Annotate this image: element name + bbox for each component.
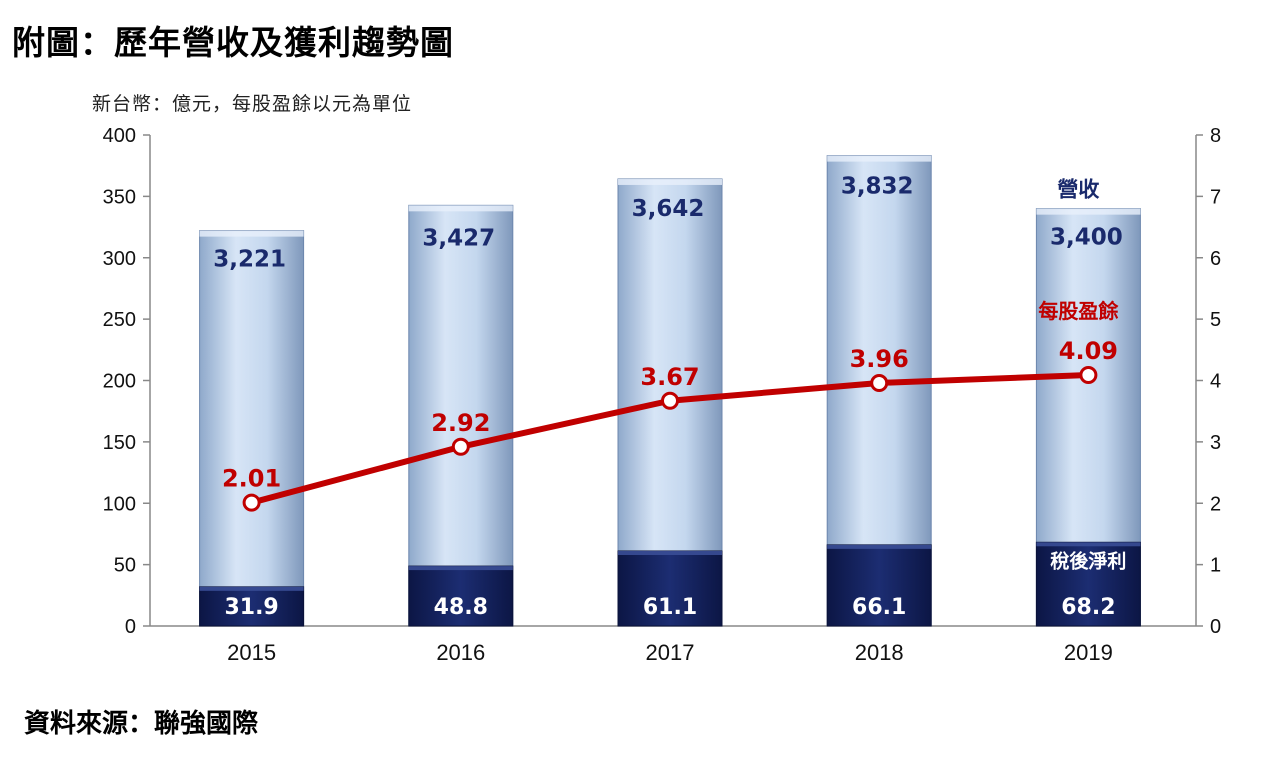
net-income-value-label: 31.9: [224, 595, 278, 620]
eps-point: [242, 493, 261, 512]
revenue-bar-highlight: [1036, 208, 1141, 215]
y-left-tick-label: 150: [103, 432, 136, 454]
revenue-bar-highlight: [618, 178, 722, 185]
eps-value-label: 2.92: [431, 409, 490, 437]
y-left-tick-label: 100: [103, 493, 136, 515]
chart: 0 50 100 150 200 250 300 350 400 0 1 2 3 4 5 6 7 8 2015 201…: [103, 125, 1222, 665]
net-income-bar: [826, 544, 932, 627]
y-right-tick-label: 3: [1210, 432, 1221, 454]
net-income-bar-highlight: [618, 550, 722, 555]
net-income-bar: [199, 586, 305, 627]
chart-title: 附圖：歷年營收及獲利趨勢圖: [12, 23, 454, 62]
revenue-bar-highlight: [199, 230, 304, 237]
unit-note: 新台幣：億元，每股盈餘以元為單位: [92, 93, 413, 115]
y-left-tick-label: 200: [103, 371, 136, 393]
eps-value-label: 4.09: [1059, 337, 1118, 365]
y-left-tick-label: 0: [125, 616, 136, 638]
net-income-value-label: 66.1: [852, 595, 906, 620]
x-tick-label: 2016: [436, 640, 485, 665]
eps-point: [661, 391, 679, 410]
x-tick-label: 2019: [1064, 640, 1113, 665]
y-right-tick-label: 1: [1210, 555, 1221, 577]
y-right-tick-label: 6: [1210, 248, 1221, 270]
y-right-tick-label: 8: [1210, 125, 1221, 147]
revenue-bar-highlight: [827, 155, 932, 162]
eps-point: [870, 373, 889, 392]
net-income-value-label: 61.1: [643, 595, 697, 620]
x-tick-label: 2018: [855, 640, 904, 665]
revenue-value-label: 3,642: [632, 196, 705, 222]
y-right-tick-label: 5: [1210, 309, 1221, 331]
y-left-tick-label: 400: [103, 125, 136, 147]
net-income-bar-highlight: [408, 566, 513, 571]
revenue-value-label: 3,832: [841, 174, 914, 200]
eps-value-label: 3.67: [640, 363, 699, 391]
net-income-bar-highlight: [199, 586, 304, 591]
eps-point: [451, 437, 470, 456]
net-income-value-label: 48.8: [434, 595, 488, 620]
eps-series-label: 每股盈餘: [1038, 299, 1119, 323]
y-right-tick-label: 4: [1210, 371, 1221, 393]
net-income-bar-highlight: [1036, 542, 1141, 547]
revenue-value-label: 3,221: [213, 247, 286, 273]
y-left-tick-label: 300: [103, 248, 136, 270]
y-right-tick-label: 7: [1210, 186, 1221, 208]
source-note: 資料來源：聯強國際: [24, 709, 259, 739]
revenue-value-label: 3,427: [422, 225, 495, 251]
revenue-value-label: 3,400: [1050, 225, 1123, 251]
net-income-bar-highlight: [827, 544, 932, 549]
net-income-value-label: 68.2: [1061, 595, 1115, 620]
y-right-tick-label: 0: [1210, 616, 1221, 638]
eps-value-label: 3.96: [850, 345, 909, 373]
y-right-tick-label: 2: [1210, 493, 1221, 515]
eps-point: [1079, 365, 1098, 384]
net-income-series-label: 稅後淨利: [1050, 549, 1126, 572]
revenue-bar-highlight: [408, 205, 513, 212]
y-left-tick-label: 50: [114, 555, 136, 577]
net-income-bar: [408, 565, 514, 627]
eps-line: [242, 365, 1098, 512]
revenue-series-label: 營收: [1057, 177, 1099, 202]
y-left-tick-label: 250: [103, 309, 136, 331]
net-income-bars: [199, 541, 1141, 627]
axes: 0 50 100 150 200 250 300 350 400 0 1 2 3 4 5 6 7 8 2015 201…: [103, 125, 1222, 665]
data-labels: 3,221 3,427 3,642 3,832 3,400 31.9 48.8 61.1 66.…: [213, 174, 1126, 620]
revenue-bar: [408, 204, 514, 627]
revenue-bar: [199, 230, 305, 627]
net-income-bar: [617, 550, 723, 627]
x-tick-label: 2015: [227, 640, 276, 665]
y-left-tick-label: 350: [103, 186, 136, 208]
eps-value-label: 2.01: [222, 465, 281, 493]
x-tick-label: 2017: [646, 640, 695, 665]
